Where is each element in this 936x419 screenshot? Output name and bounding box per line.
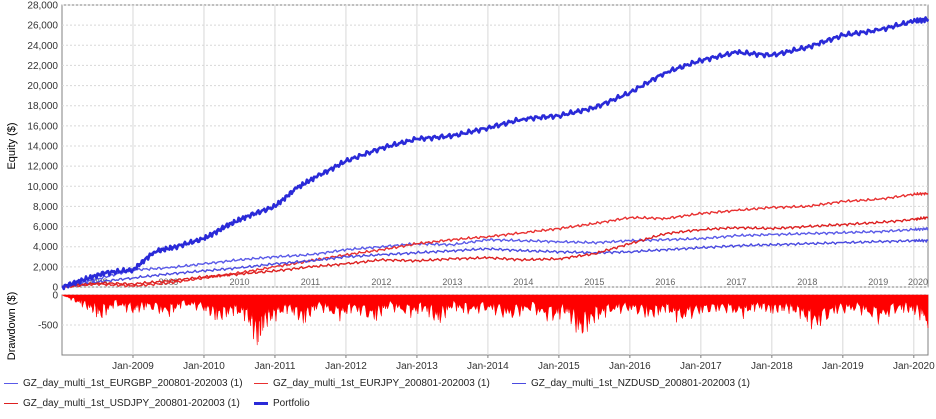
equity-y-tick-label: 0	[52, 283, 58, 294]
drawdown-area	[61, 294, 929, 346]
drawdown-x-tick-label: Jan-2017	[680, 361, 722, 372]
legend-item: GZ_day_multi_1st_EURJPY_200801-202003 (1…	[254, 378, 490, 389]
equity-y-tick-label: 26,000	[27, 21, 58, 32]
legend-item: GZ_day_multi_1st_NZDUSD_200801-202003 (1…	[512, 378, 750, 389]
equity-y-tick-label: 2,000	[33, 262, 58, 273]
drawdown-x-tick-label: Jan-2019	[822, 361, 864, 372]
legend-label: GZ_day_multi_1st_EURJPY_200801-202003 (1…	[273, 378, 490, 389]
equity-year-label: 2014	[513, 277, 533, 287]
equity-year-label: 2009	[158, 277, 178, 287]
equity-year-label: 2018	[797, 277, 817, 287]
equity-y-tick-label: 28,000	[27, 1, 58, 12]
drawdown-y-tick-label: -500	[38, 321, 58, 332]
equity-grid	[62, 4, 928, 288]
equity-y-tick-label: 22,000	[27, 61, 58, 72]
legend-swatch	[512, 383, 526, 384]
equity-y-tick-label: 14,000	[27, 142, 58, 153]
drawdown-x-tick-label: Jan-2009	[112, 361, 154, 372]
legend-item: Portfolio	[254, 398, 310, 409]
drawdown-y-ticks: 0 -500	[38, 291, 58, 332]
equity-y-tick-label: 8,000	[33, 202, 58, 213]
drawdown-x-tick-label: Jan-2018	[751, 361, 793, 372]
legend-label: GZ_day_multi_1st_NZDUSD_200801-202003 (1…	[531, 378, 751, 389]
drawdown-x-tick-label: Jan-2015	[538, 361, 580, 372]
drawdown-x-tick-label: Jan-2016	[609, 361, 651, 372]
equity-year-label: 2020	[908, 277, 928, 287]
legend-item: GZ_day_multi_1st_USDJPY_200801-202003 (1…	[4, 398, 240, 409]
drawdown-area-group	[61, 294, 929, 346]
equity-series-line-nzdusd	[61, 238, 929, 289]
equity-series-line-usdjpy	[61, 216, 929, 289]
equity-year-label: 2011	[301, 277, 320, 287]
equity-series-line-portfolio	[61, 16, 930, 291]
legend-item: GZ_day_multi_1st_EURGBP_200801-202003 (1…	[4, 378, 243, 389]
equity-series-line-eurjpy	[61, 191, 929, 289]
chart-canvas: 2008 2009 2010 2011 2012 2013 2014 2015 2016 2017…	[6, 1, 935, 373]
equity-y-tick-label: 18,000	[27, 101, 58, 112]
drawdown-x-tick-label: Jan-2011	[254, 361, 295, 372]
equity-year-label: 2017	[726, 277, 746, 287]
equity-year-label: 2016	[655, 277, 675, 287]
equity-y-tick-label: 10,000	[27, 182, 58, 193]
drawdown-x-tick-label: Jan-2010	[183, 361, 225, 372]
equity-y-tick-label: 20,000	[27, 81, 58, 92]
equity-y-ticks: 0 2,000 4,000 6,000 8,000 10,000 12,000 14,000 1…	[27, 1, 58, 294]
drawdown-x-tick-label: Jan-2020	[893, 361, 935, 372]
legend-swatch	[4, 403, 18, 404]
equity-y-axis-label: Equity ($)	[6, 122, 18, 169]
equity-y-tick-label: 24,000	[27, 41, 58, 52]
equity-year-label: 2010	[229, 277, 249, 287]
equity-y-tick-label: 16,000	[27, 121, 58, 132]
equity-year-label: 2013	[442, 277, 462, 287]
legend-label: Portfolio	[273, 398, 310, 409]
legend-label: GZ_day_multi_1st_USDJPY_200801-202003 (1…	[23, 398, 240, 409]
drawdown-x-ticks: Jan-2009 Jan-2010 Jan-2011 Jan-2012 Jan-2013…	[112, 355, 935, 372]
equity-y-tick-label: 12,000	[27, 162, 58, 173]
drawdown-x-tick-label: Jan-2013	[396, 361, 438, 372]
legend-swatch	[4, 383, 18, 384]
drawdown-x-tick-label: Jan-2014	[467, 361, 509, 372]
legend-swatch	[254, 383, 268, 384]
equity-series-line-eurgbp	[61, 226, 929, 288]
equity-year-label: 2012	[371, 277, 391, 287]
equity-year-label: 2019	[868, 277, 888, 287]
legend-swatch	[254, 402, 268, 405]
drawdown-y-tick-label: 0	[52, 291, 58, 302]
legend-label: GZ_day_multi_1st_EURGBP_200801-202003 (1…	[23, 378, 243, 389]
legend: GZ_day_multi_1st_EURGBP_200801-202003 (1…	[0, 373, 936, 419]
drawdown-y-axis-label: Drawdown ($)	[6, 292, 18, 360]
equity-series-group	[61, 16, 930, 291]
equity-year-label: 2015	[584, 277, 604, 287]
equity-y-tick-label: 4,000	[33, 242, 58, 253]
equity-y-tick-label: 6,000	[33, 222, 58, 233]
drawdown-x-tick-label: Jan-2012	[325, 361, 367, 372]
